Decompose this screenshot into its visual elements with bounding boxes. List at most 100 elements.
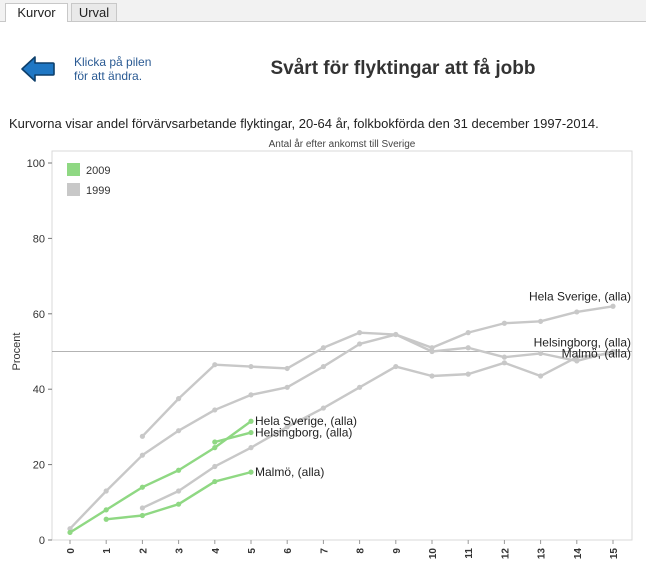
y-tick-label: 60: [33, 309, 45, 321]
data-point: [248, 469, 254, 475]
data-point: [610, 350, 616, 356]
data-point: [320, 363, 326, 370]
data-point: [610, 303, 616, 309]
data-point: [538, 318, 544, 324]
data-point: [429, 345, 435, 351]
y-tick-label: 80: [33, 233, 45, 245]
data-point: [429, 373, 435, 379]
data-point: [357, 384, 363, 390]
data-point: [212, 478, 218, 485]
x-tick-label: 6: [283, 548, 294, 554]
x-tick-label: 10: [428, 548, 439, 560]
data-point: [176, 501, 182, 507]
page-title: Svårt för flyktingar att få jobb: [270, 58, 536, 79]
data-point: [212, 407, 218, 413]
data-point: [320, 345, 326, 351]
plot-frame: [51, 150, 633, 541]
left-arrow-icon[interactable]: [21, 56, 55, 82]
legend-swatch: [67, 163, 80, 176]
data-point: [284, 384, 290, 390]
x-tick-label: 12: [500, 548, 511, 560]
data-point: [103, 488, 109, 494]
y-tick-label: 20: [33, 460, 45, 472]
data-point: [176, 428, 182, 434]
data-point: [248, 429, 254, 436]
series-line: [141, 331, 615, 438]
data-point: [357, 341, 363, 347]
data-point: [248, 418, 254, 424]
data-point: [176, 396, 182, 402]
data-point: [67, 526, 73, 532]
legend-label: 1999: [86, 185, 110, 197]
data-point: [284, 424, 290, 430]
tab-urval[interactable]: Urval: [71, 3, 117, 21]
data-point: [574, 354, 580, 360]
x-tick-label: 11: [464, 548, 475, 559]
x-tick-label: 15: [609, 548, 620, 560]
data-point: [501, 354, 507, 360]
data-point: [501, 360, 507, 366]
series-end-label: Malmö, (alla): [255, 465, 324, 479]
data-point: [212, 439, 218, 445]
data-point: [574, 309, 580, 315]
x-tick-label: 9: [392, 548, 403, 554]
y-axis-label: Procent: [11, 333, 23, 371]
back-hint-line2: för att ändra.: [74, 69, 143, 83]
data-point: [538, 350, 544, 356]
series-end-label: Helsingborg, (alla): [534, 336, 631, 350]
y-tick-label: 0: [39, 535, 45, 547]
series-line: [213, 431, 253, 444]
data-point: [103, 516, 109, 522]
x-tick-label: 4: [211, 548, 222, 554]
data-point: [429, 348, 435, 355]
description: Kurvorna visar andel förvärvsarbetande f…: [9, 116, 599, 131]
data-point: [393, 331, 399, 338]
data-point: [212, 445, 218, 451]
data-point: [320, 405, 326, 411]
data-point: [465, 371, 471, 377]
data-point: [67, 529, 73, 536]
data-point: [139, 484, 145, 490]
series-end-label: Hela Sverige, (alla): [529, 289, 631, 303]
x-tick-label: 1: [102, 548, 113, 554]
legend-label: 2009: [86, 165, 110, 177]
series-end-label: Helsingborg, (alla): [255, 426, 352, 440]
x-tick-label: 13: [537, 548, 548, 560]
data-point: [139, 512, 145, 519]
data-point: [538, 373, 544, 379]
tab-kurvor[interactable]: Kurvor: [5, 3, 68, 22]
data-point: [284, 365, 290, 372]
series-end-label: Malmö, (alla): [562, 346, 631, 360]
x-tick-label: 3: [175, 548, 186, 554]
data-point: [357, 330, 363, 336]
series-end-label: Hela Sverige, (alla): [255, 414, 357, 428]
x-tick-label: 0: [66, 548, 77, 554]
data-point: [393, 363, 399, 370]
data-point: [248, 363, 254, 370]
data-point: [212, 463, 218, 470]
back-hint: Klicka på pilen för att ändra.: [74, 55, 151, 83]
chart-title: Antal år efter ankomst till Sverige: [269, 138, 416, 150]
data-point: [574, 358, 580, 364]
data-point: [139, 452, 145, 458]
series-line: [141, 352, 615, 510]
line-chart: Antal år efter ankomst till Sverige02040…: [11, 138, 633, 560]
data-point: [465, 345, 471, 351]
series-line: [68, 305, 615, 530]
data-point: [103, 507, 109, 513]
data-point: [212, 362, 218, 368]
y-tick-label: 40: [33, 384, 45, 396]
data-point: [176, 488, 182, 494]
legend-swatch: [67, 183, 80, 196]
y-tick-label: 100: [27, 158, 45, 170]
data-point: [501, 320, 507, 326]
x-tick-label: 8: [356, 548, 367, 554]
back-hint-line1: Klicka på pilen: [74, 55, 152, 69]
data-point: [139, 433, 145, 439]
x-tick-label: 2: [138, 548, 149, 554]
tab-bar: Kurvor Urval: [0, 0, 646, 22]
series-line: [68, 420, 253, 534]
data-point: [248, 445, 254, 451]
x-tick-label: 5: [247, 548, 258, 554]
data-point: [465, 330, 471, 336]
